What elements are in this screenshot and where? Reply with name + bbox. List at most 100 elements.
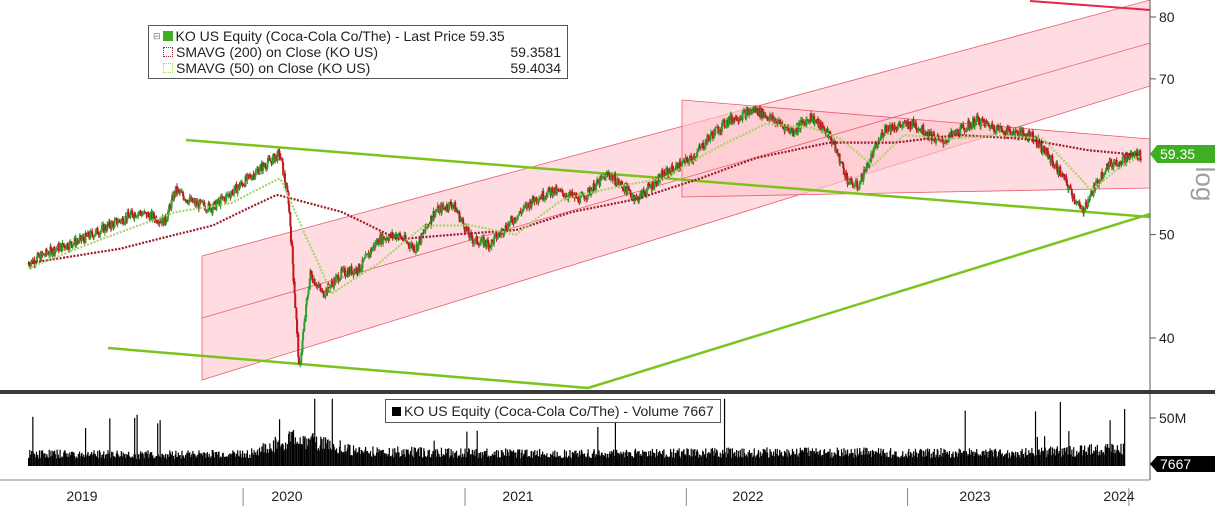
price-bar-body [1067, 187, 1070, 190]
price-bar-body [323, 296, 326, 298]
price-bar-body [335, 275, 338, 277]
volume-bar [859, 448, 861, 466]
volume-bar [536, 450, 538, 466]
price-bar-body [694, 157, 697, 160]
volume-bar [266, 448, 269, 466]
volume-bar [360, 454, 362, 466]
volume-tick-label: 50M [1159, 410, 1186, 426]
price-bar-body [834, 141, 837, 152]
price-bar-body [157, 222, 160, 224]
price-bar-body [340, 268, 343, 271]
volume-bar [386, 453, 388, 466]
volume-bar [592, 451, 595, 466]
volume-bar [338, 446, 341, 466]
price-bar-body [481, 237, 484, 239]
volume-bar [1091, 454, 1093, 466]
volume-bar [227, 456, 229, 466]
price-bar-body [1077, 201, 1080, 203]
price-bar-body [280, 158, 283, 160]
price-bar-body [807, 119, 810, 121]
price-bar-body [289, 226, 292, 243]
price-bar-body [49, 246, 52, 255]
volume-bar [499, 457, 501, 466]
price-bar-body [102, 224, 105, 233]
price-bar-body [422, 232, 425, 235]
volume-bar [218, 451, 220, 466]
price-bar-body [745, 109, 748, 119]
price-bar-body [460, 218, 463, 220]
volume-bar [883, 452, 886, 466]
volume-bar [940, 456, 943, 466]
volume-bar [841, 452, 843, 466]
volume-bar [623, 457, 626, 466]
volume-bar [594, 456, 597, 466]
volume-bar [163, 457, 165, 466]
price-bar-body [624, 183, 627, 193]
volume-bar [408, 453, 410, 466]
price-bar-body [284, 182, 287, 188]
volume-bar [1022, 453, 1024, 466]
volume-bar [511, 452, 513, 466]
volume-bar [711, 447, 714, 466]
volume-bar [716, 450, 718, 466]
volume-bar [272, 440, 275, 466]
price-bar-body [426, 225, 429, 227]
volume-bar [1055, 449, 1057, 466]
price-bar-body [882, 135, 885, 138]
volume-bar [948, 454, 950, 466]
volume-bar [485, 454, 487, 466]
volume-bar [915, 456, 917, 466]
price-bar-body [1045, 148, 1048, 152]
volume-bar [631, 456, 633, 466]
price-bar-body [359, 270, 362, 272]
price-bar-body [656, 184, 659, 186]
price-bar-body [291, 246, 294, 265]
price-bar-body [559, 189, 562, 191]
legend-expand-icon[interactable]: ⊟ [153, 31, 161, 41]
price-bar-body [1012, 131, 1015, 137]
volume-bar [505, 456, 507, 466]
volume-bar [608, 453, 610, 466]
volume-bar [71, 451, 73, 466]
volume-bar [822, 455, 824, 466]
volume-bar [725, 457, 727, 466]
price-bar-body [216, 199, 219, 204]
volume-bar [546, 457, 549, 466]
price-bar-body [164, 215, 167, 224]
volume-bar [694, 455, 697, 466]
volume-bar [759, 457, 761, 466]
price-bar-body [645, 189, 648, 195]
volume-bar [122, 452, 124, 466]
volume-bar [482, 452, 484, 466]
price-bar-body [507, 223, 510, 231]
price-bar-body [906, 121, 909, 127]
volume-bar [209, 458, 212, 466]
volume-bar [542, 454, 544, 466]
volume-bar [237, 455, 239, 466]
price-bar-body [717, 132, 720, 134]
volume-bar [770, 451, 772, 466]
price-bar-body [858, 183, 861, 189]
volume-bar [264, 443, 266, 466]
volume-bar [643, 451, 645, 466]
price-bar-body [922, 134, 925, 136]
volume-bar [121, 456, 124, 466]
legend-sma200-value: 59.3581 [510, 44, 561, 60]
volume-bar [144, 452, 146, 466]
volume-bar [510, 450, 512, 466]
price-bar-body [847, 182, 850, 185]
volume-bar [524, 449, 526, 466]
price-bar-body [583, 196, 586, 200]
price-bar-body [653, 181, 656, 188]
price-bar-body [854, 181, 857, 186]
volume-bar [1056, 448, 1058, 466]
descending-trendline-lower [107, 346, 589, 390]
volume-bar [1120, 443, 1122, 466]
price-bar-body [495, 233, 498, 239]
volume-bar [36, 456, 38, 466]
volume-bar [731, 457, 733, 466]
volume-bar [935, 454, 937, 466]
volume-bar [360, 449, 363, 466]
price-bar-body [545, 196, 548, 198]
